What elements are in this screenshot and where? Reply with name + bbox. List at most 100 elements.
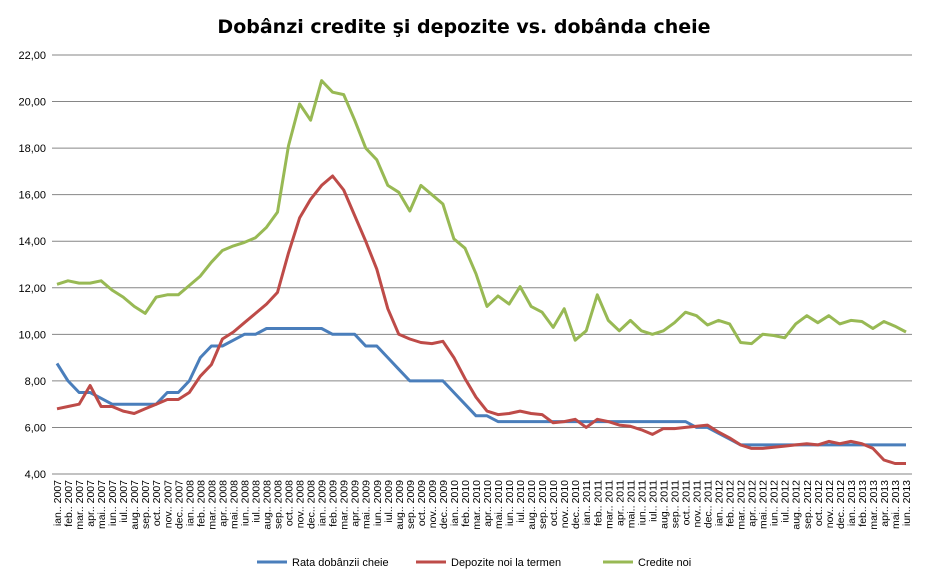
x-axis-ticks: ian.. 2007 feb.. 2007 mar.. 2007 apr.. 2007…: [52, 480, 913, 530]
x-tick-label: aug.. 2011: [658, 480, 670, 529]
x-tick-label: mar.. 2013: [868, 480, 880, 530]
x-tick-label: ian.. 2010: [449, 480, 461, 526]
x-tick-label: mai.. 2010: [493, 480, 505, 529]
series-lines: [55, 79, 907, 465]
x-tick-label: feb.. 2010: [460, 480, 472, 527]
x-tick-label: sep.. 2012: [802, 480, 814, 529]
legend-item: Depozite noi la termen: [416, 557, 561, 569]
x-tick-label: nov.. 2008: [295, 480, 307, 528]
x-tick-label: mar.. 2008: [206, 480, 218, 530]
x-tick-label: sep.. 2009: [405, 480, 417, 529]
y-tick-label: 16,00: [18, 190, 46, 202]
x-tick-label: dec.. 2012: [835, 480, 847, 529]
x-tick-label: iun.. 2013: [901, 480, 913, 526]
x-tick-label: feb.. 2012: [725, 480, 737, 527]
x-tick-label: oct.. 2012: [813, 480, 825, 526]
series-line-1: [56, 174, 906, 465]
x-tick-label: apr.. 2013: [879, 480, 891, 527]
y-tick-label: 20,00: [18, 97, 46, 109]
x-tick-label: iul.. 2008: [250, 480, 262, 523]
legend-item: Credite noi: [603, 557, 691, 569]
x-tick-label: ian.. 2009: [317, 480, 329, 526]
x-tick-label: feb.. 2007: [63, 480, 75, 527]
y-axis-ticks: 4,00 6,00 8,00 10,00 12,00 14,00 16,00 18,00 20,…: [18, 50, 46, 481]
x-tick-label: aug.. 2012: [791, 480, 803, 530]
x-tick-label: ian.. 2008: [184, 480, 196, 526]
x-tick-label: dec.. 2008: [306, 480, 318, 529]
x-tick-label: feb.. 2009: [328, 480, 340, 527]
x-tick-label: ian.. 2012: [714, 480, 726, 526]
x-tick-label: aug.. 2008: [261, 480, 273, 530]
x-tick-label: sep.. 2008: [273, 480, 285, 529]
legend-label: Credite noi: [638, 557, 691, 569]
chart-title: Dobânzi credite şi depozite vs. dobânda …: [217, 16, 710, 38]
x-tick-label: apr.. 2011: [614, 480, 626, 526]
x-tick-label: aug.. 2007: [129, 480, 141, 530]
x-tick-label: apr.. 2010: [482, 480, 494, 527]
series-line-2: [56, 79, 907, 346]
x-tick-label: oct.. 2007: [151, 480, 163, 526]
x-tick-label: aug.. 2010: [526, 480, 538, 530]
x-tick-label: sep.. 2007: [140, 480, 152, 529]
x-tick-label: oct.. 2009: [416, 480, 428, 526]
x-tick-label: iun.. 2008: [239, 480, 251, 526]
x-tick-label: nov.. 2007: [162, 480, 174, 528]
x-tick-label: sep.. 2011: [669, 480, 681, 528]
x-tick-label: iun.. 2010: [504, 480, 516, 526]
x-tick-label: nov.. 2009: [427, 480, 439, 528]
x-tick-label: mar.. 2011: [603, 480, 615, 529]
x-tick-label: mai.. 2012: [758, 480, 770, 529]
x-tick-label: dec.. 2009: [438, 480, 450, 529]
y-tick-label: 4,00: [25, 469, 46, 481]
x-tick-label: mar.. 2009: [339, 480, 351, 530]
y-tick-label: 10,00: [18, 329, 46, 341]
x-tick-label: mai.. 2007: [96, 480, 108, 529]
x-tick-label: iun.. 2009: [372, 480, 384, 526]
gridlines: [52, 54, 912, 475]
x-tick-label: iul.. 2011: [647, 480, 659, 522]
x-tick-label: dec.. 2007: [173, 480, 185, 529]
y-tick-label: 22,00: [18, 50, 46, 62]
x-tick-label: iul.. 2012: [780, 480, 792, 523]
y-tick-label: 6,00: [25, 422, 46, 434]
x-tick-label: sep.. 2010: [537, 480, 549, 529]
x-tick-label: mar.. 2012: [736, 480, 748, 530]
x-tick-label: iun.. 2012: [769, 480, 781, 526]
x-tick-label: apr.. 2012: [747, 480, 759, 527]
x-tick-label: oct.. 2008: [284, 480, 296, 526]
legend-label: Depozite noi la termen: [451, 557, 561, 569]
y-tick-label: 8,00: [25, 376, 46, 388]
legend: Rata dobânzii cheie Depozite noi la terme…: [257, 557, 691, 569]
x-tick-label: feb.. 2013: [857, 480, 869, 527]
x-tick-label: dec.. 2011: [703, 480, 715, 528]
legend-label: Rata dobânzii cheie: [292, 557, 389, 569]
x-tick-label: iun.. 2011: [636, 480, 648, 526]
x-tick-label: iul.. 2007: [118, 480, 130, 523]
x-tick-label: oct.. 2010: [548, 480, 560, 526]
x-tick-label: apr.. 2007: [85, 480, 97, 527]
x-tick-label: apr.. 2009: [350, 480, 362, 527]
x-tick-label: iul.. 2010: [515, 480, 527, 523]
x-tick-label: nov.. 2010: [559, 480, 571, 528]
x-tick-label: ian.. 2011: [581, 480, 593, 526]
x-tick-label: dec.. 2010: [570, 480, 582, 529]
legend-item: Rata dobânzii cheie: [257, 557, 389, 569]
x-tick-label: mar.. 2010: [471, 480, 483, 530]
x-tick-label: mai.. 2013: [890, 480, 902, 529]
x-tick-label: ian.. 2007: [52, 480, 64, 526]
y-tick-label: 18,00: [18, 143, 46, 155]
x-tick-label: ian.. 2013: [846, 480, 858, 526]
x-tick-label: apr.. 2008: [217, 480, 229, 527]
x-tick-label: nov.. 2012: [824, 480, 836, 528]
x-tick-label: iun.. 2007: [107, 480, 119, 526]
x-tick-label: aug.. 2009: [394, 480, 406, 530]
y-tick-label: 12,00: [18, 283, 46, 295]
x-tick-label: mai.. 2009: [361, 480, 373, 529]
y-tick-label: 14,00: [18, 236, 46, 248]
x-tick-label: mai.. 2008: [228, 480, 240, 529]
x-tick-label: nov.. 2011: [692, 480, 704, 528]
x-tick-label: mar.. 2007: [74, 480, 86, 530]
x-tick-label: feb.. 2008: [195, 480, 207, 527]
